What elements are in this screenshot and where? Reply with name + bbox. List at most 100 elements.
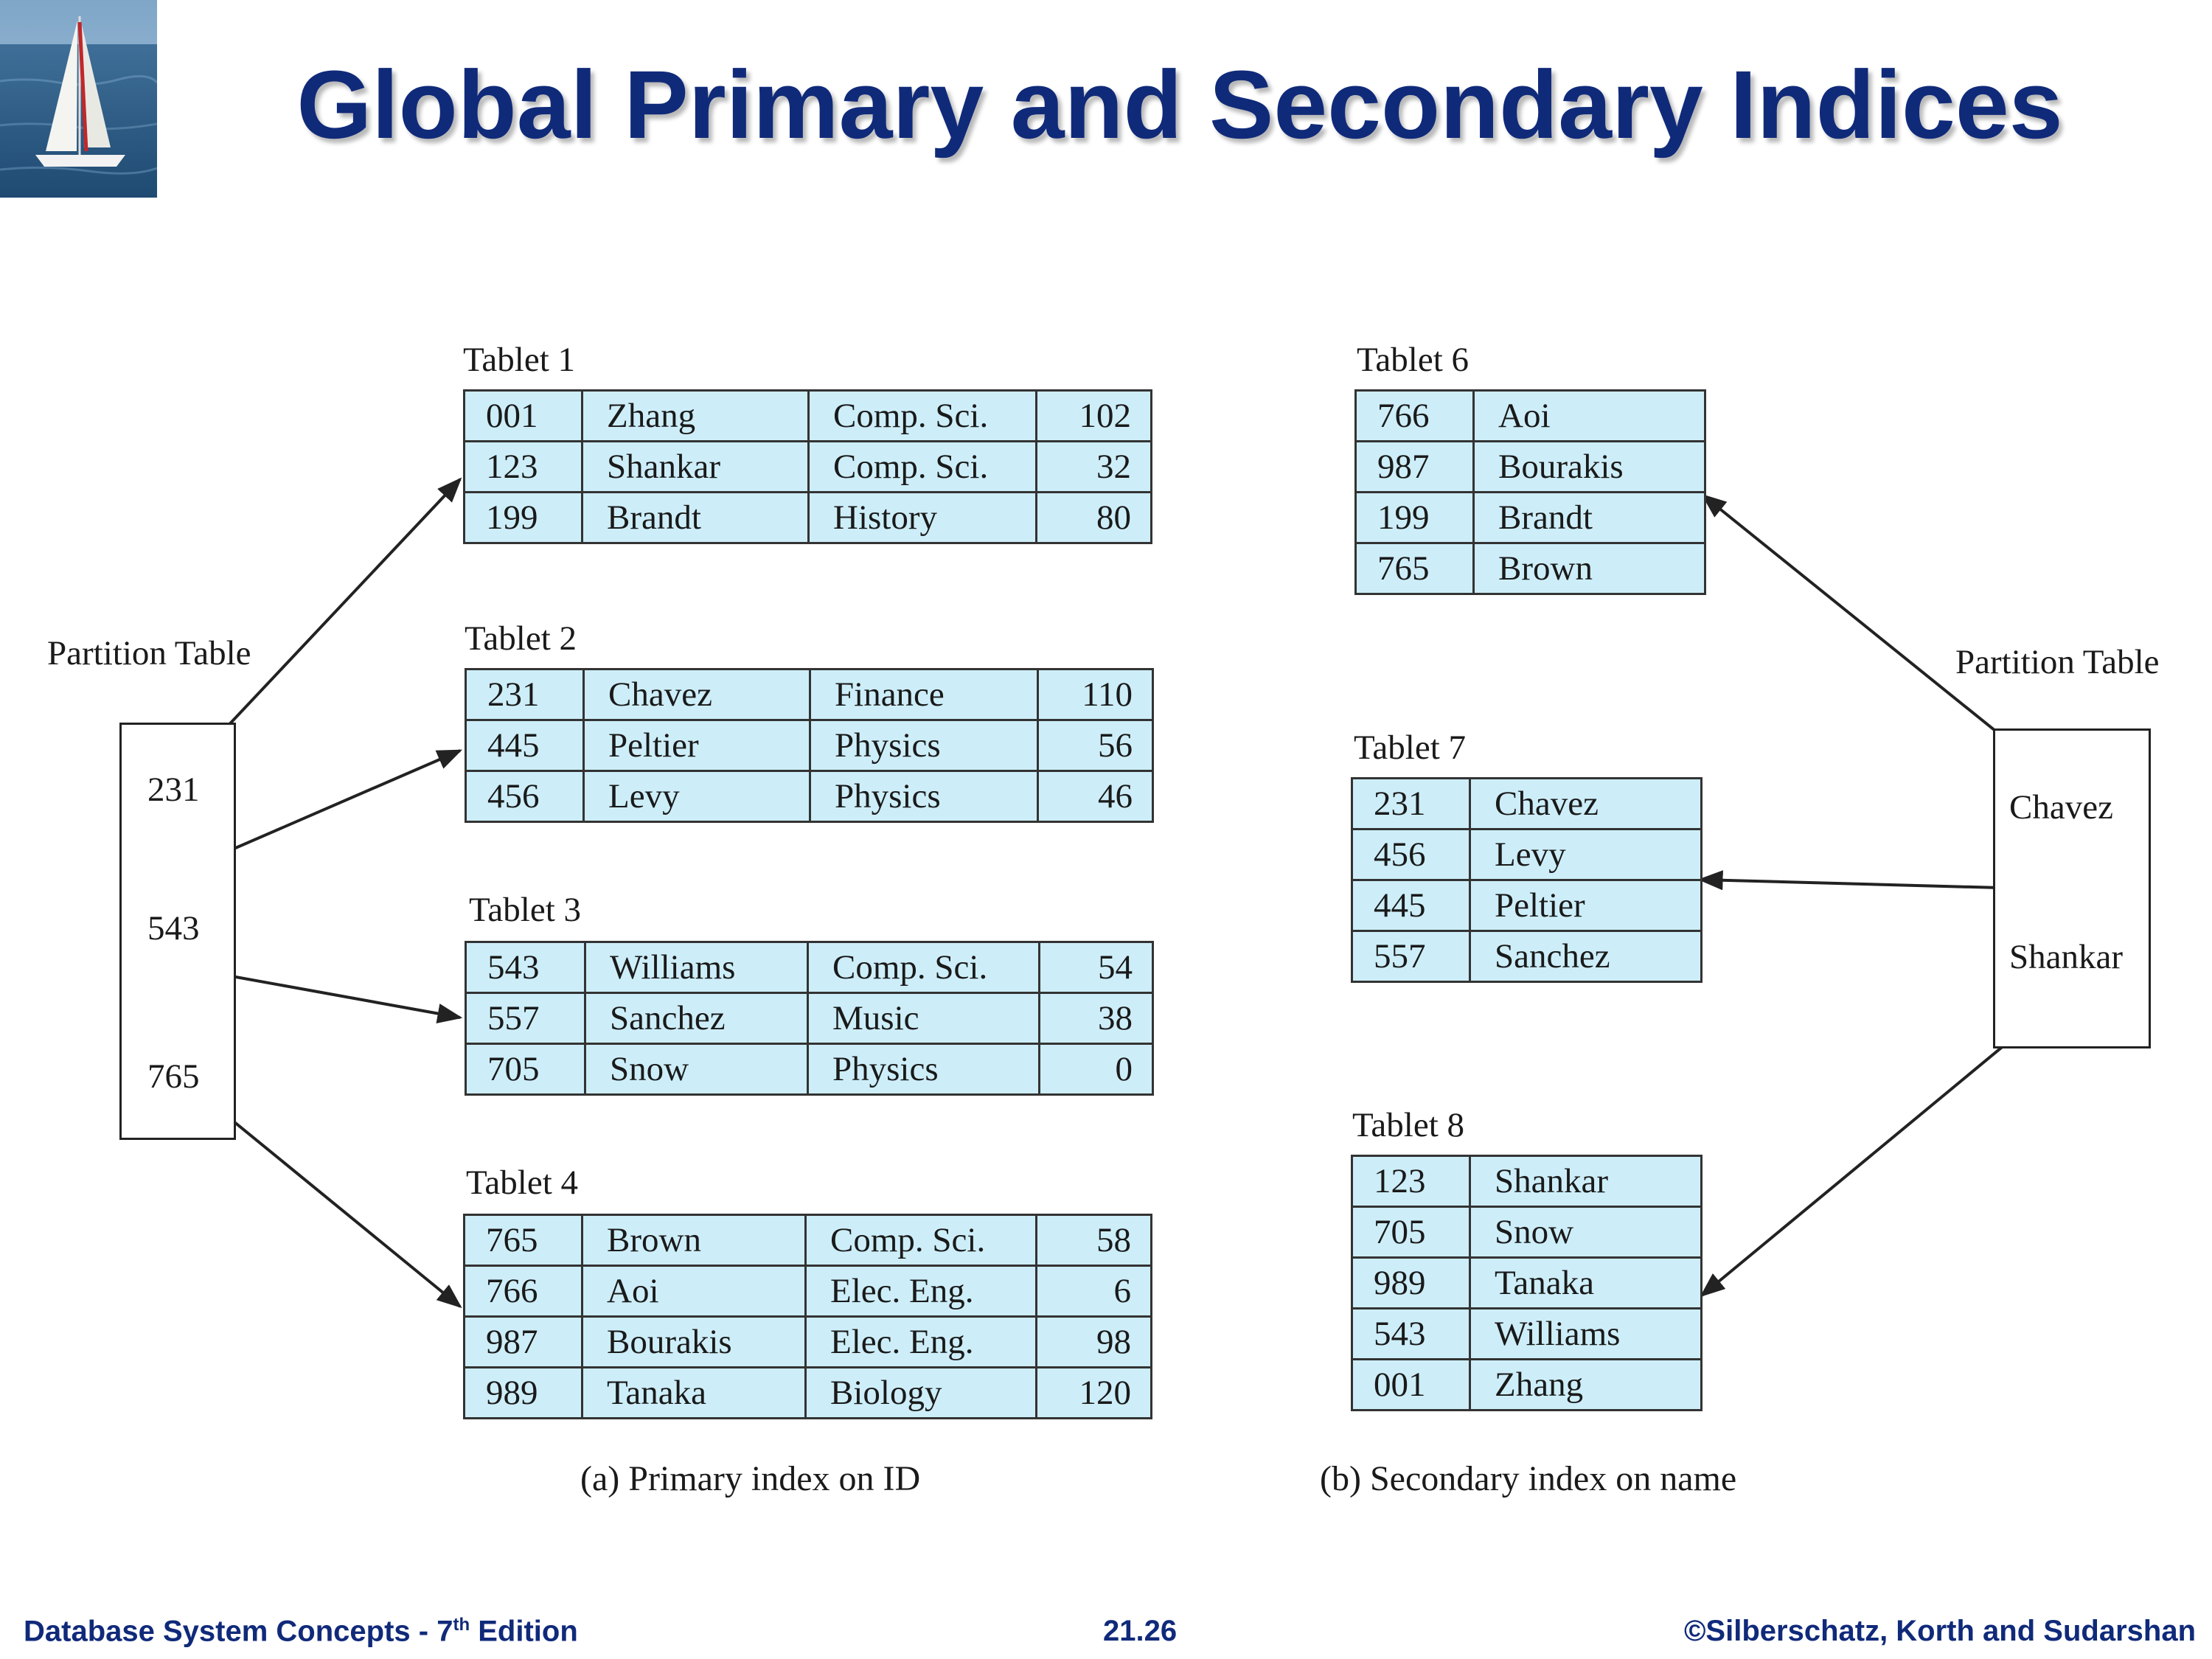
id-cell: 705 <box>465 1043 586 1096</box>
name-cell: Chavez <box>1469 777 1703 830</box>
id-cell: 543 <box>465 941 586 994</box>
credits-cell: 38 <box>1038 992 1154 1045</box>
name-cell: Snow <box>1469 1206 1703 1259</box>
tablet-8-label: Tablet 8 <box>1352 1106 1465 1144</box>
name-cell: Sanchez <box>584 992 809 1045</box>
id-cell: 001 <box>463 389 583 442</box>
id-cell: 199 <box>463 491 583 544</box>
name-cell: Brown <box>1472 542 1706 595</box>
arrow-to-tablet-8 <box>1700 1026 2028 1298</box>
id-cell: 543 <box>1351 1307 1471 1360</box>
dept-cell: History <box>807 491 1037 544</box>
table-row: 445 Peltier Physics 56 <box>465 719 1154 772</box>
credits-cell: 46 <box>1037 770 1154 823</box>
name-cell: Bourakis <box>581 1315 807 1368</box>
primary-index-caption: (a) Primary index on ID <box>580 1459 921 1498</box>
tablet-7: 231 Chavez 456 Levy 445 Peltier 557 Sanchez <box>1351 777 1703 983</box>
table-row: 557 Sanchez Music 38 <box>465 992 1154 1045</box>
dept-cell: Music <box>807 992 1040 1045</box>
tablet-4-label: Tablet 4 <box>466 1164 579 1202</box>
credits-cell: 80 <box>1035 491 1152 544</box>
credits-cell: 56 <box>1037 719 1154 772</box>
table-row: 989 Tanaka <box>1351 1256 1703 1310</box>
id-cell: 445 <box>1351 879 1471 932</box>
table-row: 543 Williams <box>1351 1307 1703 1360</box>
table-row: 445 Peltier <box>1351 879 1703 932</box>
sailboat-logo <box>0 0 157 198</box>
id-cell: 456 <box>1351 828 1471 881</box>
tablet-2-label: Tablet 2 <box>465 619 577 658</box>
id-cell: 001 <box>1351 1358 1471 1411</box>
id-cell: 766 <box>463 1265 583 1318</box>
dept-cell: Elec. Eng. <box>804 1315 1037 1368</box>
id-cell: 987 <box>463 1315 583 1368</box>
dept-cell: Comp. Sci. <box>804 1214 1037 1267</box>
table-row: 123 Shankar <box>1351 1155 1703 1208</box>
table-row: 199 Brandt History 80 <box>463 491 1152 544</box>
tablet-7-label: Tablet 7 <box>1354 728 1467 767</box>
footer-book-title: Database System Concepts - 7th Edition <box>24 1615 578 1648</box>
left-partition-table <box>119 723 236 1140</box>
tablet-2: 231 Chavez Finance 110 445 Peltier Physics 56 … <box>465 668 1154 823</box>
name-cell: Levy <box>1469 828 1703 881</box>
tablet-1: 001 Zhang Comp. Sci. 102 123 Shankar Comp. Sc… <box>463 389 1152 544</box>
partition-value: 543 <box>147 909 200 947</box>
table-row: 456 Levy <box>1351 828 1703 881</box>
credits-cell: 120 <box>1035 1366 1152 1419</box>
dept-cell: Comp. Sci. <box>807 941 1040 994</box>
credits-cell: 98 <box>1035 1315 1152 1368</box>
id-cell: 123 <box>463 440 583 493</box>
name-cell: Brandt <box>1472 491 1706 544</box>
id-cell: 989 <box>1351 1256 1471 1310</box>
name-cell: Chavez <box>582 668 811 721</box>
table-row: 557 Sanchez <box>1351 930 1703 983</box>
name-cell: Zhang <box>1469 1358 1703 1411</box>
footer-page-number: 21.26 <box>1103 1615 1178 1647</box>
id-cell: 557 <box>1351 930 1471 983</box>
partition-value: 765 <box>147 1057 200 1096</box>
credits-cell: 0 <box>1038 1043 1154 1096</box>
id-cell: 231 <box>1351 777 1471 830</box>
tablet-3: 543 Williams Comp. Sci. 54 557 Sanchez Music 3… <box>465 941 1154 1096</box>
footer-edition-sup: th <box>453 1615 470 1635</box>
name-cell: Zhang <box>581 389 810 442</box>
name-cell: Tanaka <box>581 1366 807 1419</box>
table-row: 765 Brown Comp. Sci. 58 <box>463 1214 1152 1267</box>
footer-book-title-text: Database System Concepts - 7 <box>24 1615 453 1648</box>
credits-cell: 110 <box>1037 668 1154 721</box>
dept-cell: Physics <box>807 1043 1040 1096</box>
credits-cell: 54 <box>1038 941 1154 994</box>
id-cell: 231 <box>465 668 585 721</box>
table-row: 989 Tanaka Biology 120 <box>463 1366 1152 1419</box>
left-partition-table-label: Partition Table <box>47 634 251 672</box>
arrow-to-tablet-2 <box>209 749 463 860</box>
name-cell: Williams <box>584 941 809 994</box>
name-cell: Brandt <box>581 491 810 544</box>
table-row: 766 Aoi Elec. Eng. 6 <box>463 1265 1152 1318</box>
credits-cell: 58 <box>1035 1214 1152 1267</box>
slide-title: Global Primary and Secondary Indices <box>296 50 2063 159</box>
id-cell: 445 <box>465 719 585 772</box>
tablet-6-label: Tablet 6 <box>1357 341 1470 379</box>
name-cell: Peltier <box>1469 879 1703 932</box>
name-cell: Williams <box>1469 1307 1703 1360</box>
tablet-3-label: Tablet 3 <box>469 891 582 929</box>
dept-cell: Biology <box>804 1366 1037 1419</box>
dept-cell: Finance <box>809 668 1039 721</box>
table-row: 123 Shankar Comp. Sci. 32 <box>463 440 1152 493</box>
arrow-to-tablet-3 <box>215 972 463 1023</box>
id-cell: 123 <box>1351 1155 1471 1208</box>
credits-cell: 32 <box>1035 440 1152 493</box>
name-cell: Aoi <box>581 1265 807 1318</box>
dept-cell: Comp. Sci. <box>807 440 1037 493</box>
name-cell: Sanchez <box>1469 930 1703 983</box>
dept-cell: Physics <box>809 770 1039 823</box>
table-row: 199 Brandt <box>1354 491 1706 544</box>
arrow-to-tablet-4 <box>229 1117 462 1309</box>
table-row: 001 Zhang <box>1351 1358 1703 1411</box>
table-row: 543 Williams Comp. Sci. 54 <box>465 941 1154 994</box>
id-cell: 765 <box>463 1214 583 1267</box>
name-cell: Shankar <box>581 440 810 493</box>
table-row: 456 Levy Physics 46 <box>465 770 1154 823</box>
table-row: 001 Zhang Comp. Sci. 102 <box>463 389 1152 442</box>
